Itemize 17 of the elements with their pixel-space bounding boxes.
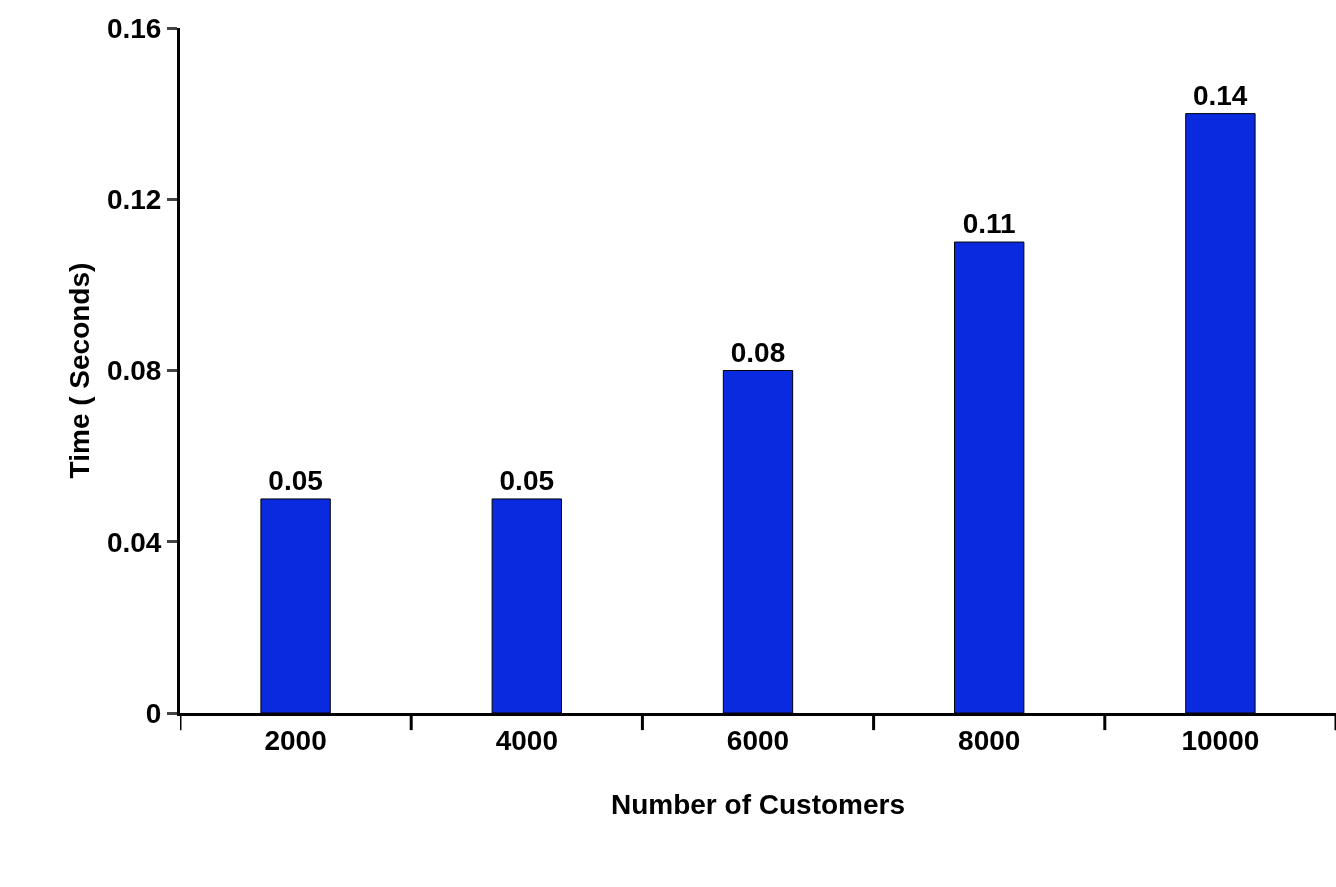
y-tick-label: 0.04 xyxy=(106,526,162,558)
data-label: 0.08 xyxy=(730,336,786,368)
x-tick-label: 6000 xyxy=(726,724,790,756)
data-label: 0.14 xyxy=(1192,79,1248,111)
data-label: 0.05 xyxy=(499,464,555,496)
data-label: 0.11 xyxy=(962,208,1016,240)
x-tick-label: 8000 xyxy=(958,724,1021,756)
y-tick-label: 0 xyxy=(145,697,162,729)
x-tick-label: 4000 xyxy=(495,724,558,756)
y-tick-label: 0.08 xyxy=(106,355,162,387)
y-tick-label: 0.12 xyxy=(106,184,162,216)
y-axis-title: Time ( Seconds) xyxy=(63,262,95,479)
x-tick-label: 2000 xyxy=(264,724,327,756)
data-label: 0.05 xyxy=(268,464,323,496)
y-tick-label: 0.16 xyxy=(106,12,162,44)
x-axis-title: Number of Customers xyxy=(610,788,906,820)
x-tick-label: 10000 xyxy=(1181,724,1260,756)
